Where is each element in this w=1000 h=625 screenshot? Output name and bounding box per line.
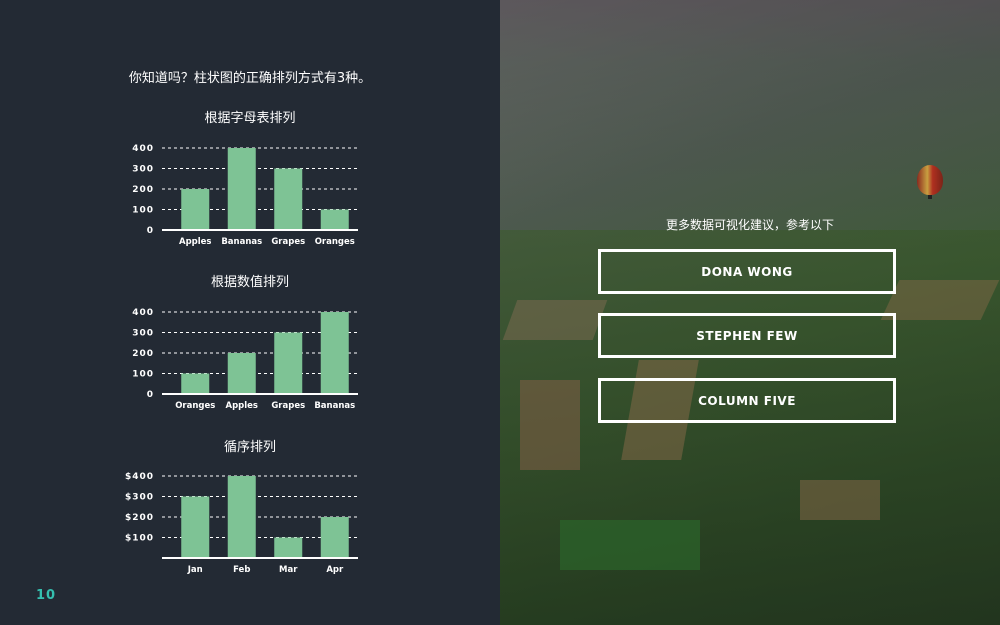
y-tick-label: $100 bbox=[125, 534, 154, 544]
reference-button-stephen-few[interactable]: STEPHEN FEW bbox=[598, 313, 896, 358]
y-tick-label: 100 bbox=[132, 206, 154, 216]
field-patch bbox=[520, 380, 580, 470]
y-tick-label: 300 bbox=[132, 329, 154, 339]
chart-title-sequential: 循序排列 bbox=[223, 440, 276, 455]
x-tick-label: Apples bbox=[226, 401, 259, 411]
x-tick-label: Oranges bbox=[175, 401, 215, 411]
hot-air-balloon-icon bbox=[917, 165, 943, 195]
y-tick-label: $200 bbox=[125, 513, 154, 523]
y-tick-label: $300 bbox=[125, 493, 154, 503]
x-tick-label: Grapes bbox=[271, 237, 305, 247]
y-tick-label: 0 bbox=[147, 226, 154, 236]
page-number: 10 bbox=[36, 588, 57, 603]
x-tick-label: Feb bbox=[233, 565, 250, 575]
bar bbox=[320, 209, 349, 230]
bar bbox=[274, 332, 303, 394]
field-patch bbox=[560, 520, 700, 570]
bar-chart-by-value: 0 100 200 300 400 Oranges Apples Grapes Bananas bbox=[132, 308, 358, 411]
bar bbox=[320, 517, 349, 558]
field-patch bbox=[502, 300, 608, 340]
bar bbox=[227, 148, 256, 230]
bar bbox=[181, 373, 210, 394]
field-patch bbox=[800, 480, 880, 520]
y-tick-label: 300 bbox=[132, 165, 154, 175]
bar bbox=[320, 312, 349, 394]
bar bbox=[181, 189, 210, 230]
y-tick-label: 200 bbox=[132, 185, 154, 195]
reference-button-column-five[interactable]: COLUMN FIVE bbox=[598, 378, 896, 423]
y-tick-label: 400 bbox=[132, 308, 154, 318]
bar bbox=[274, 168, 303, 230]
x-tick-label: Jan bbox=[187, 565, 203, 575]
balloon-basket-icon bbox=[928, 195, 932, 199]
bar bbox=[227, 476, 256, 558]
x-tick-label: Mar bbox=[279, 565, 298, 575]
y-tick-label: $400 bbox=[125, 472, 154, 482]
bar bbox=[227, 353, 256, 394]
x-tick-label: Grapes bbox=[271, 401, 305, 411]
references-title: 更多数据可视化建议，参考以下 bbox=[665, 218, 834, 232]
x-tick-label: Apr bbox=[326, 565, 344, 575]
x-tick-label: Oranges bbox=[315, 237, 355, 247]
bar bbox=[274, 537, 303, 558]
chart-title-alphabetical: 根据字母表排列 bbox=[204, 111, 296, 126]
aerial-photo-panel: 更多数据可视化建议，参考以下 DONA WONG STEPHEN FEW COL… bbox=[500, 0, 1000, 625]
bar-chart-sequential: $100 $200 $300 $400 Jan Feb Mar Apr bbox=[125, 472, 358, 575]
reference-button-dona-wong[interactable]: DONA WONG bbox=[598, 249, 896, 294]
y-tick-label: 100 bbox=[132, 370, 154, 380]
y-tick-label: 400 bbox=[132, 144, 154, 154]
y-tick-label: 0 bbox=[147, 390, 154, 400]
x-tick-label: Bananas bbox=[314, 401, 355, 411]
field-patch bbox=[880, 280, 1000, 320]
left-panel: 你知道吗？柱状图的正确排列方式有3种。 根据字母表排列 0 100 200 300 40… bbox=[0, 0, 500, 625]
y-tick-label: 200 bbox=[132, 349, 154, 359]
bar-chart-alphabetical: 0 100 200 300 400 Apples Bananas Grapes Oranges bbox=[132, 144, 358, 247]
intro-text: 你知道吗？柱状图的正确排列方式有3种。 bbox=[128, 71, 372, 86]
x-tick-label: Apples bbox=[179, 237, 212, 247]
chart-title-by-value: 根据数值排列 bbox=[210, 275, 289, 290]
x-tick-label: Bananas bbox=[221, 237, 262, 247]
bar bbox=[181, 496, 210, 558]
